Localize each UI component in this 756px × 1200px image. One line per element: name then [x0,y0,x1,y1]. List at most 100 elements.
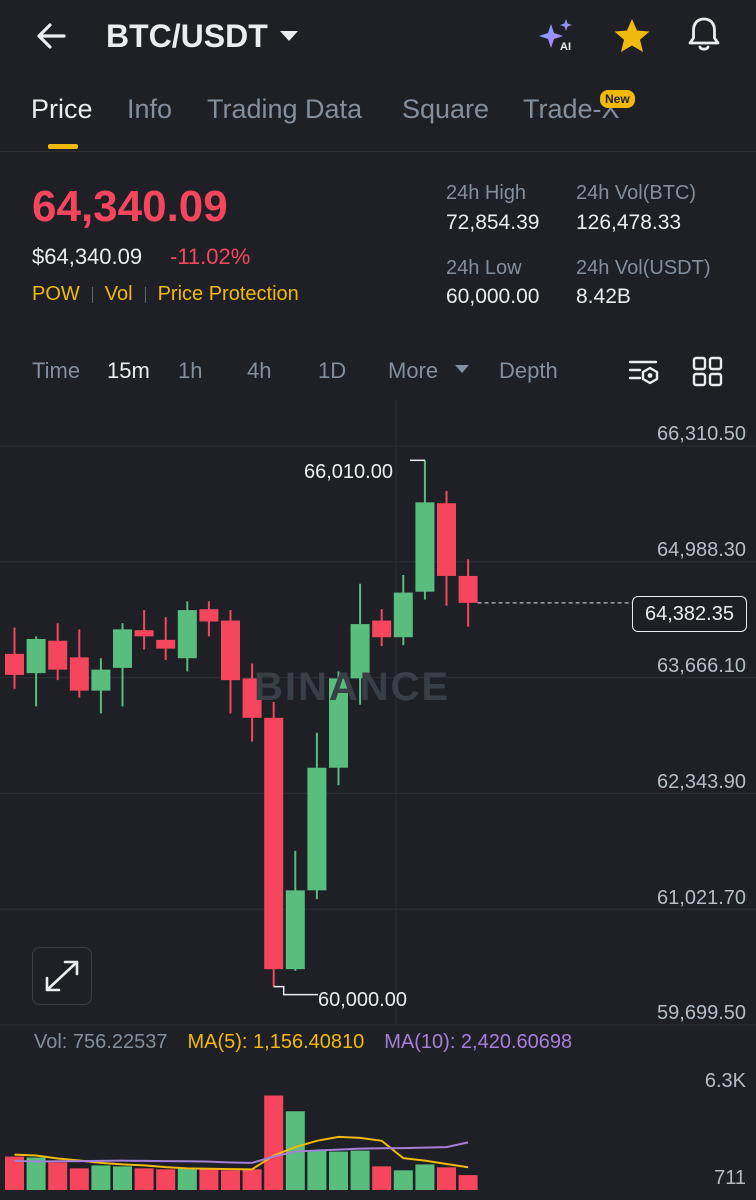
candle-body [134,630,154,637]
chevron-down-icon [279,31,298,41]
candle-body [5,653,24,675]
tag-pow[interactable]: POW [32,283,80,305]
notification-button[interactable] [682,12,726,56]
volume-bar [221,1170,240,1190]
low-value: 60,000.00 [446,285,540,308]
candle-body [393,592,413,638]
volume-bar [69,1168,89,1190]
tab-square[interactable]: Square [402,94,490,124]
volume-bar [91,1165,111,1190]
candle-body [113,629,132,668]
price-axis-label: 62,343.90 [657,771,746,793]
ai-label: AI [560,41,571,53]
bell-icon [688,17,720,51]
low-annotation: 60,000.00 [318,989,407,1011]
chart-area[interactable] [0,400,756,1200]
candle-body [350,624,370,679]
candle-body [415,502,435,592]
volume-bar [48,1162,68,1190]
candle-body [285,890,305,970]
volume-bar [134,1168,154,1190]
low-label: 24h Low [446,257,522,279]
volume-ma10: MA(10): 2,420.60698 [384,1031,573,1053]
tag-price-protection[interactable]: Price Protection [157,283,299,305]
high-annotation: 66,010.00 [304,461,393,483]
interval-time[interactable]: Time [32,358,81,383]
usd-price: $64,340.09 [32,244,143,269]
interval-1d[interactable]: 1D [318,358,347,383]
star-icon [614,19,650,52]
ai-sparkle-icon: AI [539,19,572,53]
volume-axis-bottom: 711 [714,1167,746,1189]
interval-15m[interactable]: 15m [107,358,150,383]
candle-body [26,638,46,674]
candle-body [91,669,111,691]
candle-body [372,620,392,638]
top-bar: BTC/USDT AI [0,0,756,78]
price-axis-label: 63,666.10 [657,655,746,677]
grid-icon [692,356,723,387]
candle-body [156,639,176,649]
high-label: 24h High [446,182,527,204]
layout-grid-button[interactable] [690,354,726,390]
volume-ma10-line [14,1141,469,1164]
vol-btc-value: 126,478.33 [576,211,682,234]
volume-bar [264,1095,284,1190]
volume-summary: Vol: 756.22537 MA(5): 1,156.40810 MA(10): … [34,1031,572,1054]
vol-btc-label: 24h Vol(BTC) [576,182,697,204]
indicator-settings-button[interactable] [626,354,662,390]
candlestick-chart[interactable] [0,400,756,1200]
tab-info[interactable]: Info [127,94,173,124]
tag-list: POW Vol Price Protection [32,283,299,306]
price-axis-label: 61,021.70 [657,887,746,909]
price-change-percent: -11.02% [170,244,251,269]
expand-icon [45,960,79,992]
volume-ma5-line [14,1135,469,1171]
vol-usdt-value: 8.42B [576,285,631,308]
pair-selector[interactable]: BTC/USDT [106,14,298,58]
indicator-settings-icon [628,360,659,385]
arrow-left-icon [37,23,66,49]
candle-body [307,767,327,891]
low-annotation-line [273,985,318,996]
price-axis-label: 64,988.30 [657,539,746,561]
candle-body [242,678,262,718]
price-axis-label: 66,310.50 [657,423,746,445]
depth-tab[interactable]: Depth [499,358,558,383]
tag-vol[interactable]: Vol [104,283,133,305]
interval-1h[interactable]: 1h [178,358,203,383]
volume-bar [113,1166,132,1190]
tab-price[interactable]: Price [31,94,93,124]
interval-4h[interactable]: 4h [247,358,272,383]
tab-trading-data[interactable]: Trading Data [207,94,363,124]
volume-bar [199,1169,219,1190]
tag-divider [144,286,146,303]
candle-body [264,717,284,970]
ai-button[interactable]: AI [536,14,580,58]
candle-body [69,657,89,691]
candle-body [458,575,478,603]
high-value: 72,854.39 [446,211,540,234]
section-tabs: Price Info Trading Data Square Trade-X [0,84,756,152]
new-badge: New [600,90,635,108]
volume-bar [5,1156,24,1190]
candle-body [177,610,197,659]
more-caret-icon [455,365,469,373]
volume-bar [415,1164,435,1190]
volume-value: Vol: 756.22537 [34,1031,168,1053]
volume-bar [458,1175,478,1190]
interval-more[interactable]: More [388,358,439,383]
fullscreen-button[interactable] [32,947,92,1005]
vol-usdt-label: 24h Vol(USDT) [576,257,711,279]
back-button[interactable] [30,14,74,58]
binance-watermark: BINANCE [254,665,451,709]
volume-bar [329,1151,348,1190]
active-tab-indicator [48,144,78,149]
volume-bar [307,1150,327,1190]
candle-body [48,640,68,670]
volume-bar [242,1169,262,1190]
favorite-button[interactable] [610,14,654,58]
interval-bar: Time 15m 1h 4h 1D More Depth [0,340,756,400]
tag-divider [91,286,93,303]
volume-bar [393,1170,413,1190]
